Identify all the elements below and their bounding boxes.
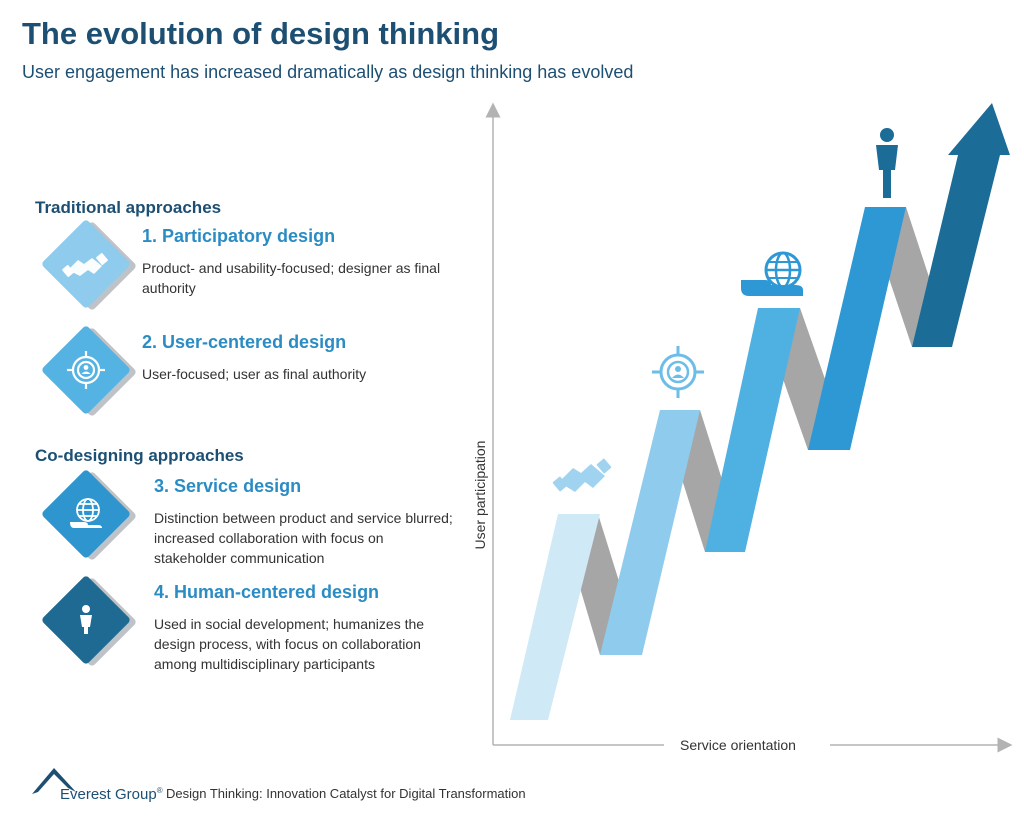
target-user-icon xyxy=(67,351,105,389)
human-centered-description: Used in social development; humanizes th… xyxy=(154,616,425,672)
user-centered-title: 2. User-centered design xyxy=(142,332,347,352)
participatory-description: Product- and usability-focused; designer… xyxy=(142,260,441,296)
step-2-user-centered xyxy=(600,410,700,655)
globe-hand-icon xyxy=(70,498,102,528)
participatory-title: 1. Participatory design xyxy=(142,226,336,246)
approach-item-user-centered: 2. User-centered design User-focused; us… xyxy=(40,324,462,418)
person-step-icon xyxy=(876,128,898,198)
approach-item-participatory: 1. Participatory design Product- and usa… xyxy=(40,218,462,312)
evolution-staircase-diagram xyxy=(485,102,1013,753)
page-subtitle: User engagement has increased dramatical… xyxy=(22,62,634,82)
target-user-step-icon xyxy=(652,346,704,398)
participatory-badge xyxy=(40,218,138,312)
brand-name: Everest Group® xyxy=(60,786,163,803)
human-centered-title: 4. Human-centered design xyxy=(154,582,380,602)
user-centered-badge xyxy=(40,324,138,418)
growth-arrow xyxy=(912,103,1010,347)
human-centered-badge xyxy=(40,574,138,668)
everest-group-logo xyxy=(32,768,76,794)
person-icon xyxy=(80,605,92,634)
footer-caption: Design Thinking: Innovation Catalyst for… xyxy=(166,786,526,801)
service-title: 3. Service design xyxy=(154,476,302,496)
handshake-step-icon xyxy=(552,458,612,492)
x-axis-label: Service orientation xyxy=(680,737,796,753)
step-1-participatory xyxy=(510,514,600,720)
step-4-human-centered xyxy=(808,207,906,450)
y-axis-label: User participation xyxy=(472,440,488,550)
approach-item-human-centered: 4. Human-centered design Used in social … xyxy=(40,574,462,672)
handshake-icon xyxy=(62,253,108,277)
service-badge xyxy=(40,468,138,562)
section-heading-co-designing: Co-designing approaches xyxy=(35,446,244,465)
globe-hand-step-icon xyxy=(741,251,803,296)
footer: Everest Group® Design Thinking: Innovati… xyxy=(30,766,590,806)
step-3-service xyxy=(705,308,800,552)
approach-item-service: 3. Service design Distinction between pr… xyxy=(40,468,462,566)
section-heading-traditional: Traditional approaches xyxy=(35,198,222,217)
user-centered-description: User-focused; user as final authority xyxy=(142,366,367,382)
page-title: The evolution of design thinking xyxy=(22,16,500,51)
service-description: Distinction between product and service … xyxy=(154,510,453,566)
